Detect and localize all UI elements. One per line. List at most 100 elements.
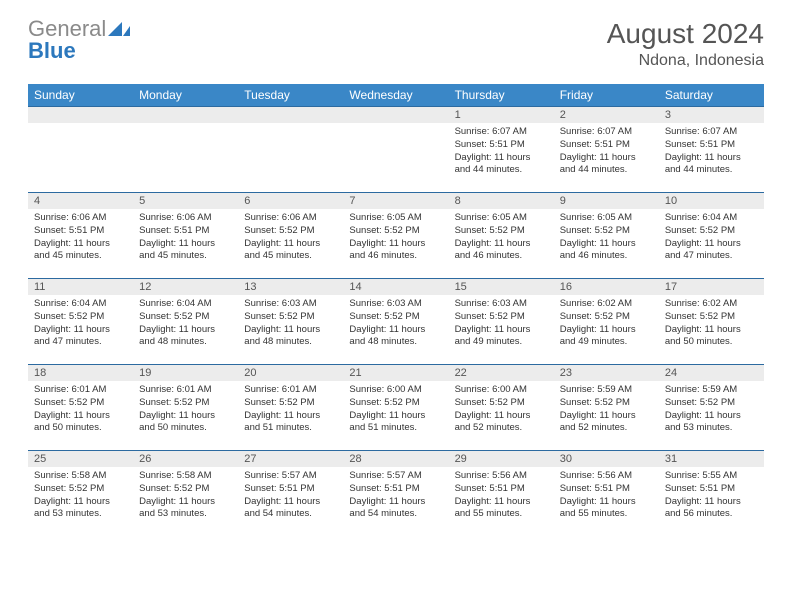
sunset-value: 5:51 PM	[489, 483, 524, 494]
sunset-value: 5:52 PM	[279, 311, 314, 322]
sunrise-value: 6:06 AM	[177, 212, 212, 223]
sunrise-line: Sunrise: 5:59 AM	[560, 384, 653, 397]
day-header: Friday	[554, 84, 659, 107]
sunset-value: 5:51 PM	[174, 225, 209, 236]
calendar-cell	[133, 107, 238, 193]
day-number: 18	[28, 365, 133, 381]
sunset-line: Sunset: 5:52 PM	[349, 311, 442, 324]
sunrise-label: Sunrise:	[349, 298, 387, 309]
sunset-value: 5:52 PM	[174, 311, 209, 322]
sunrise-line: Sunrise: 6:01 AM	[244, 384, 337, 397]
sunrise-label: Sunrise:	[560, 298, 598, 309]
day-number: 20	[238, 365, 343, 381]
sunset-label: Sunset:	[560, 483, 595, 494]
sunset-line: Sunset: 5:51 PM	[560, 483, 653, 496]
day-details: Sunrise: 6:02 AMSunset: 5:52 PMDaylight:…	[554, 295, 659, 353]
sunset-value: 5:52 PM	[384, 225, 419, 236]
sunset-label: Sunset:	[139, 311, 174, 322]
sunset-label: Sunset:	[560, 139, 595, 150]
day-details: Sunrise: 5:57 AMSunset: 5:51 PMDaylight:…	[238, 467, 343, 525]
sunrise-label: Sunrise:	[455, 470, 493, 481]
sunrise-value: 5:59 AM	[597, 384, 632, 395]
sunset-line: Sunset: 5:51 PM	[665, 139, 758, 152]
brand-word-2: Blue	[28, 40, 130, 62]
daylight-line: Daylight: 11 hours and 53 minutes.	[34, 496, 127, 522]
day-number: 16	[554, 279, 659, 295]
sunrise-line: Sunrise: 5:57 AM	[349, 470, 442, 483]
calendar-cell: 9Sunrise: 6:05 AMSunset: 5:52 PMDaylight…	[554, 193, 659, 279]
sunset-label: Sunset:	[34, 483, 69, 494]
sunset-value: 5:52 PM	[279, 225, 314, 236]
calendar-cell: 12Sunrise: 6:04 AMSunset: 5:52 PMDayligh…	[133, 279, 238, 365]
daylight-line: Daylight: 11 hours and 53 minutes.	[139, 496, 232, 522]
day-number: 7	[343, 193, 448, 209]
daylight-line: Daylight: 11 hours and 48 minutes.	[139, 324, 232, 350]
sunset-line: Sunset: 5:52 PM	[455, 397, 548, 410]
daylight-line: Daylight: 11 hours and 56 minutes.	[665, 496, 758, 522]
sunset-value: 5:52 PM	[279, 397, 314, 408]
sunset-line: Sunset: 5:52 PM	[139, 397, 232, 410]
sunrise-label: Sunrise:	[560, 470, 598, 481]
day-details: Sunrise: 5:58 AMSunset: 5:52 PMDaylight:…	[133, 467, 238, 525]
calendar-cell	[238, 107, 343, 193]
sunset-value: 5:52 PM	[700, 225, 735, 236]
sunrise-label: Sunrise:	[244, 298, 282, 309]
calendar-cell: 14Sunrise: 6:03 AMSunset: 5:52 PMDayligh…	[343, 279, 448, 365]
daylight-line: Daylight: 11 hours and 51 minutes.	[244, 410, 337, 436]
calendar-cell: 26Sunrise: 5:58 AMSunset: 5:52 PMDayligh…	[133, 451, 238, 537]
daylight-label: Daylight:	[244, 496, 284, 507]
sunset-label: Sunset:	[139, 397, 174, 408]
sunrise-line: Sunrise: 6:07 AM	[560, 126, 653, 139]
daylight-line: Daylight: 11 hours and 50 minutes.	[665, 324, 758, 350]
sunrise-value: 5:56 AM	[597, 470, 632, 481]
sunrise-value: 6:07 AM	[597, 126, 632, 137]
sunset-label: Sunset:	[34, 225, 69, 236]
daylight-line: Daylight: 11 hours and 44 minutes.	[665, 152, 758, 178]
sunset-value: 5:52 PM	[489, 225, 524, 236]
sunrise-line: Sunrise: 6:03 AM	[349, 298, 442, 311]
sunset-label: Sunset:	[455, 397, 490, 408]
sunset-label: Sunset:	[665, 483, 700, 494]
daylight-line: Daylight: 11 hours and 44 minutes.	[560, 152, 653, 178]
calendar-cell: 22Sunrise: 6:00 AMSunset: 5:52 PMDayligh…	[449, 365, 554, 451]
day-number: 15	[449, 279, 554, 295]
sunset-value: 5:52 PM	[174, 483, 209, 494]
title-block: August 2024 Ndona, Indonesia	[607, 18, 764, 70]
sunset-label: Sunset:	[244, 397, 279, 408]
sunset-line: Sunset: 5:52 PM	[560, 397, 653, 410]
sunrise-line: Sunrise: 6:05 AM	[349, 212, 442, 225]
day-details: Sunrise: 6:06 AMSunset: 5:51 PMDaylight:…	[28, 209, 133, 267]
day-details: Sunrise: 6:03 AMSunset: 5:52 PMDaylight:…	[238, 295, 343, 353]
sunset-value: 5:52 PM	[595, 397, 630, 408]
sunrise-value: 6:06 AM	[282, 212, 317, 223]
location: Ndona, Indonesia	[607, 52, 764, 70]
day-details: Sunrise: 5:59 AMSunset: 5:52 PMDaylight:…	[554, 381, 659, 439]
sunrise-label: Sunrise:	[244, 470, 282, 481]
day-number: 17	[659, 279, 764, 295]
day-details: Sunrise: 5:56 AMSunset: 5:51 PMDaylight:…	[449, 467, 554, 525]
sunrise-label: Sunrise:	[34, 384, 72, 395]
sunrise-label: Sunrise:	[665, 298, 703, 309]
daylight-line: Daylight: 11 hours and 46 minutes.	[560, 238, 653, 264]
sunrise-value: 6:07 AM	[492, 126, 527, 137]
day-details: Sunrise: 6:00 AMSunset: 5:52 PMDaylight:…	[449, 381, 554, 439]
sunrise-label: Sunrise:	[244, 384, 282, 395]
daylight-label: Daylight:	[455, 410, 495, 421]
sunset-label: Sunset:	[349, 225, 384, 236]
day-number: 22	[449, 365, 554, 381]
daylight-label: Daylight:	[665, 324, 705, 335]
sunrise-value: 6:03 AM	[387, 298, 422, 309]
brand-logo: General Blue	[28, 18, 130, 62]
calendar-cell: 1Sunrise: 6:07 AMSunset: 5:51 PMDaylight…	[449, 107, 554, 193]
sunrise-line: Sunrise: 5:55 AM	[665, 470, 758, 483]
sunset-label: Sunset:	[455, 139, 490, 150]
day-details: Sunrise: 5:57 AMSunset: 5:51 PMDaylight:…	[343, 467, 448, 525]
sunset-value: 5:51 PM	[69, 225, 104, 236]
day-details: Sunrise: 6:06 AMSunset: 5:52 PMDaylight:…	[238, 209, 343, 267]
day-number: 29	[449, 451, 554, 467]
sunset-label: Sunset:	[455, 311, 490, 322]
sunset-label: Sunset:	[665, 311, 700, 322]
day-number: 14	[343, 279, 448, 295]
daylight-label: Daylight:	[349, 410, 389, 421]
sunset-value: 5:52 PM	[384, 311, 419, 322]
